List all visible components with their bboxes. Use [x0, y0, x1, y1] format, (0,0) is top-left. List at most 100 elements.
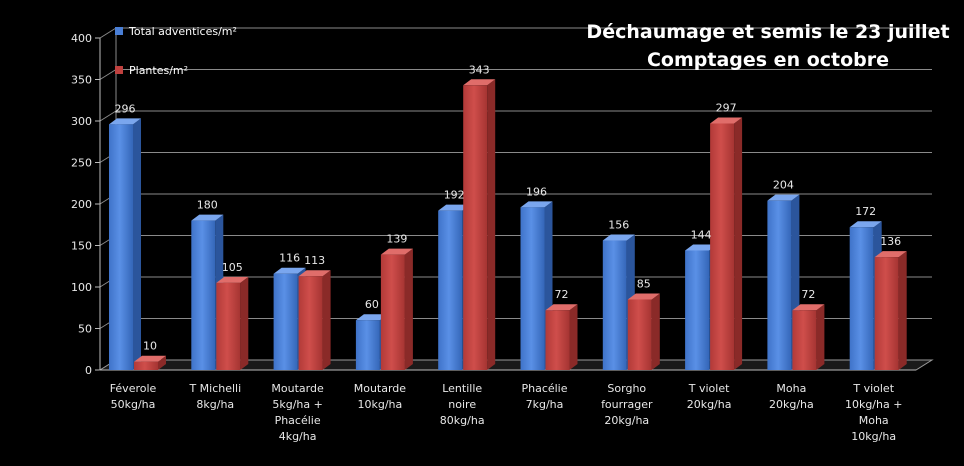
y-tick-label: 100: [71, 281, 92, 294]
data-label: 139: [386, 233, 407, 246]
data-label: 180: [197, 199, 218, 212]
bar-plantes: [298, 276, 323, 370]
bar-plantes-top: [710, 117, 743, 124]
data-label: 196: [526, 185, 547, 198]
data-label: 85: [637, 277, 651, 290]
x-category-label: T violet 10kg/ha + Moha 10kg/ha: [845, 382, 902, 443]
bar-plantes-top: [216, 276, 249, 283]
bar-plantes-side: [816, 304, 825, 370]
bar-total-top: [355, 314, 388, 321]
x-category-line: 10kg/ha: [358, 398, 403, 411]
x-category-line: 20kg/ha: [604, 414, 649, 427]
x-category-line: T Michelli: [188, 382, 241, 395]
data-label: 113: [304, 254, 325, 267]
chart-title: Déchaumage et semis le 23 juillet: [586, 21, 949, 43]
data-label: 156: [608, 219, 629, 232]
bar-plantes: [545, 310, 570, 370]
x-category-line: fourrager: [601, 398, 653, 411]
y-tick-label: 350: [71, 74, 92, 87]
x-category-line: 50kg/ha: [111, 398, 156, 411]
data-label: 297: [716, 101, 737, 114]
gridline-diag: [99, 110, 117, 122]
bar-plantes-top: [792, 304, 825, 311]
bar-plantes-side: [898, 251, 907, 370]
bar-plantes-side: [158, 355, 166, 370]
x-category-label: Moutarde 10kg/ha: [354, 382, 407, 411]
y-tick-label: 0: [85, 364, 92, 377]
y-tick-label: 250: [71, 157, 92, 170]
x-category-line: Phacélie: [521, 382, 567, 395]
x-category-line: 7kg/ha: [526, 398, 564, 411]
bar-plantes-side: [734, 117, 743, 371]
data-label: 72: [555, 288, 569, 301]
x-category-label: T Michelli 8kg/ha: [188, 382, 241, 411]
legend-swatch-total: [115, 27, 123, 35]
data-label: 116: [279, 252, 300, 265]
y-tick-label: 300: [71, 115, 92, 128]
bar-plantes: [710, 123, 735, 371]
bar-total: [191, 220, 216, 370]
x-category-line: Féverole: [110, 382, 157, 395]
gridline-diag: [99, 69, 117, 80]
x-category-line: T violet: [852, 382, 894, 395]
bar-plantes-top: [380, 248, 413, 255]
bar-total-top: [109, 118, 141, 125]
y-tick-label: 50: [78, 323, 92, 336]
bar-total: [685, 250, 710, 370]
x-category-line: Moutarde: [271, 382, 324, 395]
x-category-line: 8kg/ha: [196, 398, 234, 411]
data-label: 105: [222, 261, 243, 274]
bar-plantes: [792, 310, 817, 370]
x-category-label: Sorgho fourrager 20kg/ha: [601, 382, 653, 427]
x-category-label: Moutarde 5kg/ha + Phacélie 4kg/ha: [271, 382, 324, 443]
bar-plantes-side: [651, 293, 660, 370]
bar-plantes-side: [240, 276, 249, 370]
bar-plantes-top: [298, 270, 331, 277]
data-label: 204: [773, 179, 794, 192]
data-label: 296: [115, 102, 136, 115]
data-label: 60: [365, 298, 379, 311]
bar-plantes-side: [404, 248, 413, 370]
bar-plantes-top: [874, 251, 907, 258]
bar-total: [109, 124, 133, 370]
bar-plantes-side: [569, 304, 578, 370]
x-category-label: Phacélie 7kg/ha: [521, 382, 567, 411]
data-label: 136: [880, 235, 901, 248]
data-label: 172: [855, 205, 876, 218]
x-category-line: T violet: [688, 382, 730, 395]
gridline-diag: [99, 27, 117, 39]
bar-plantes: [874, 257, 899, 370]
bar-total: [355, 320, 380, 370]
bar-plantes: [380, 254, 405, 370]
x-category-line: 10kg/ha: [851, 430, 896, 443]
x-category-line: noire: [448, 398, 476, 411]
x-category-line: 20kg/ha: [769, 398, 814, 411]
bar-total-top: [520, 201, 553, 208]
legend-label-total: Total adventices/m²: [128, 25, 237, 38]
y-tick-label: 200: [71, 198, 92, 211]
bar-plantes: [463, 85, 488, 370]
x-category-label: Lentille noire 80kg/ha: [440, 382, 485, 427]
chart-subtitle: Comptages en octobre: [647, 49, 889, 71]
data-label: 343: [469, 63, 490, 76]
bar-total-top: [767, 194, 800, 201]
bar-plantes: [216, 282, 241, 370]
x-category-line: 80kg/ha: [440, 414, 485, 427]
bar-plantes-top: [463, 79, 496, 86]
data-label: 10: [143, 340, 157, 353]
y-tick-label: 400: [71, 32, 92, 45]
bar-total: [767, 200, 792, 370]
x-category-line: Moha: [859, 414, 889, 427]
x-category-line: Moha: [776, 382, 806, 395]
bar-total-top: [273, 267, 306, 274]
bar-plantes-top: [545, 304, 578, 311]
x-category-line: 5kg/ha +: [272, 398, 322, 411]
legend-label-plantes: Plantes/m²: [129, 64, 188, 77]
x-category-line: Moutarde: [354, 382, 407, 395]
y-tick-label: 150: [71, 240, 92, 253]
bar-total-top: [685, 244, 718, 251]
bar-plantes-top: [134, 355, 166, 362]
x-category-line: 10kg/ha +: [845, 398, 902, 411]
x-category-line: Lentille: [442, 382, 482, 395]
x-category-line: Sorgho: [607, 382, 646, 395]
